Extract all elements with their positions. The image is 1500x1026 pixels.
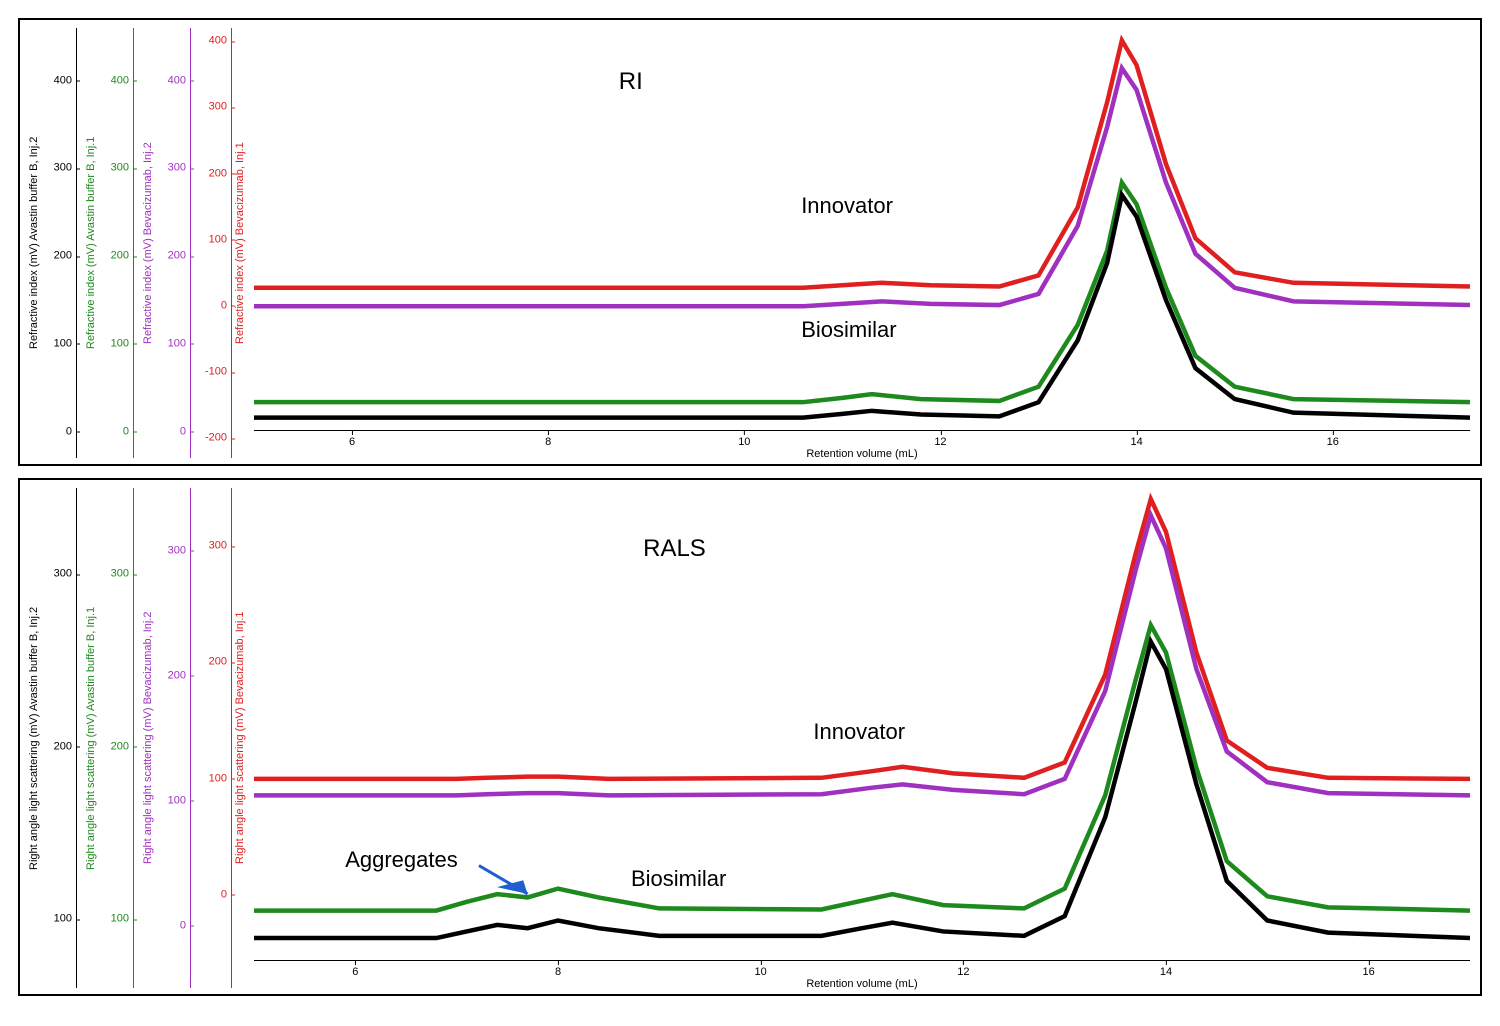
y-axis-label: Refractive index (mV) Avastin buffer B, … [83, 28, 99, 458]
series-line [254, 68, 1470, 306]
chart-panel-ri: Refractive index (mV) Avastin buffer B, … [18, 18, 1482, 466]
plot-area: RIInnovatorBiosimilar [254, 28, 1470, 430]
y-axis-label: Refractive index (mV) Bevacizumab, Inj.1 [232, 28, 248, 458]
plot-area: RALSInnovatorBiosimilarAggregates [254, 488, 1470, 960]
x-axis-label: Retention volume (mL) [806, 978, 917, 990]
y-axis-ticks: -200-1000100200300400 [197, 28, 232, 458]
y-axis-1: Right angle light scattering (mV) Avasti… [83, 488, 134, 988]
y-axis-ticks: 0100200300400 [99, 28, 134, 458]
y-axis-ticks: 100200300 [99, 488, 134, 988]
y-axis-0: Refractive index (mV) Avastin buffer B, … [26, 28, 77, 458]
y-axes-group: Refractive index (mV) Avastin buffer B, … [26, 28, 254, 458]
y-axis-ticks: 0100200300400 [156, 28, 191, 458]
y-axis-3: -200-1000100200300400Refractive index (m… [197, 28, 248, 458]
y-axis-1: Refractive index (mV) Avastin buffer B, … [83, 28, 134, 458]
y-axis-label: Right angle light scattering (mV) Avasti… [83, 488, 99, 988]
y-axis-label: Refractive index (mV) Bevacizumab, Inj.2 [140, 28, 156, 458]
y-axis-label: Refractive index (mV) Avastin buffer B, … [26, 28, 42, 458]
chart-panel-rals: Right angle light scattering (mV) Avasti… [18, 478, 1482, 996]
y-axis-label: Right angle light scattering (mV) Bevaci… [232, 488, 248, 988]
y-axis-2: Right angle light scattering (mV) Bevaci… [140, 488, 191, 988]
x-axis-label: Retention volume (mL) [806, 448, 917, 460]
series-line [254, 40, 1470, 287]
y-axis-label: Right angle light scattering (mV) Bevaci… [140, 488, 156, 988]
y-axis-2: Refractive index (mV) Bevacizumab, Inj.2… [140, 28, 191, 458]
y-axes-group: Right angle light scattering (mV) Avasti… [26, 488, 254, 988]
y-axis-ticks: 0100200300 [156, 488, 191, 988]
x-axis: 6810121416Retention volume (mL) [254, 430, 1470, 458]
y-axis-label: Right angle light scattering (mV) Avasti… [26, 488, 42, 988]
series-line [254, 499, 1470, 779]
x-axis: 6810121416Retention volume (mL) [254, 960, 1470, 988]
y-axis-ticks: 0100200300400 [42, 28, 77, 458]
y-axis-3: 0100200300Right angle light scattering (… [197, 488, 248, 988]
y-axis-ticks: 100200300 [42, 488, 77, 988]
y-axis-0: Right angle light scattering (mV) Avasti… [26, 488, 77, 988]
series-line [254, 515, 1470, 795]
series-line [254, 625, 1470, 910]
series-line [254, 183, 1470, 403]
y-axis-ticks: 0100200300 [197, 488, 232, 988]
